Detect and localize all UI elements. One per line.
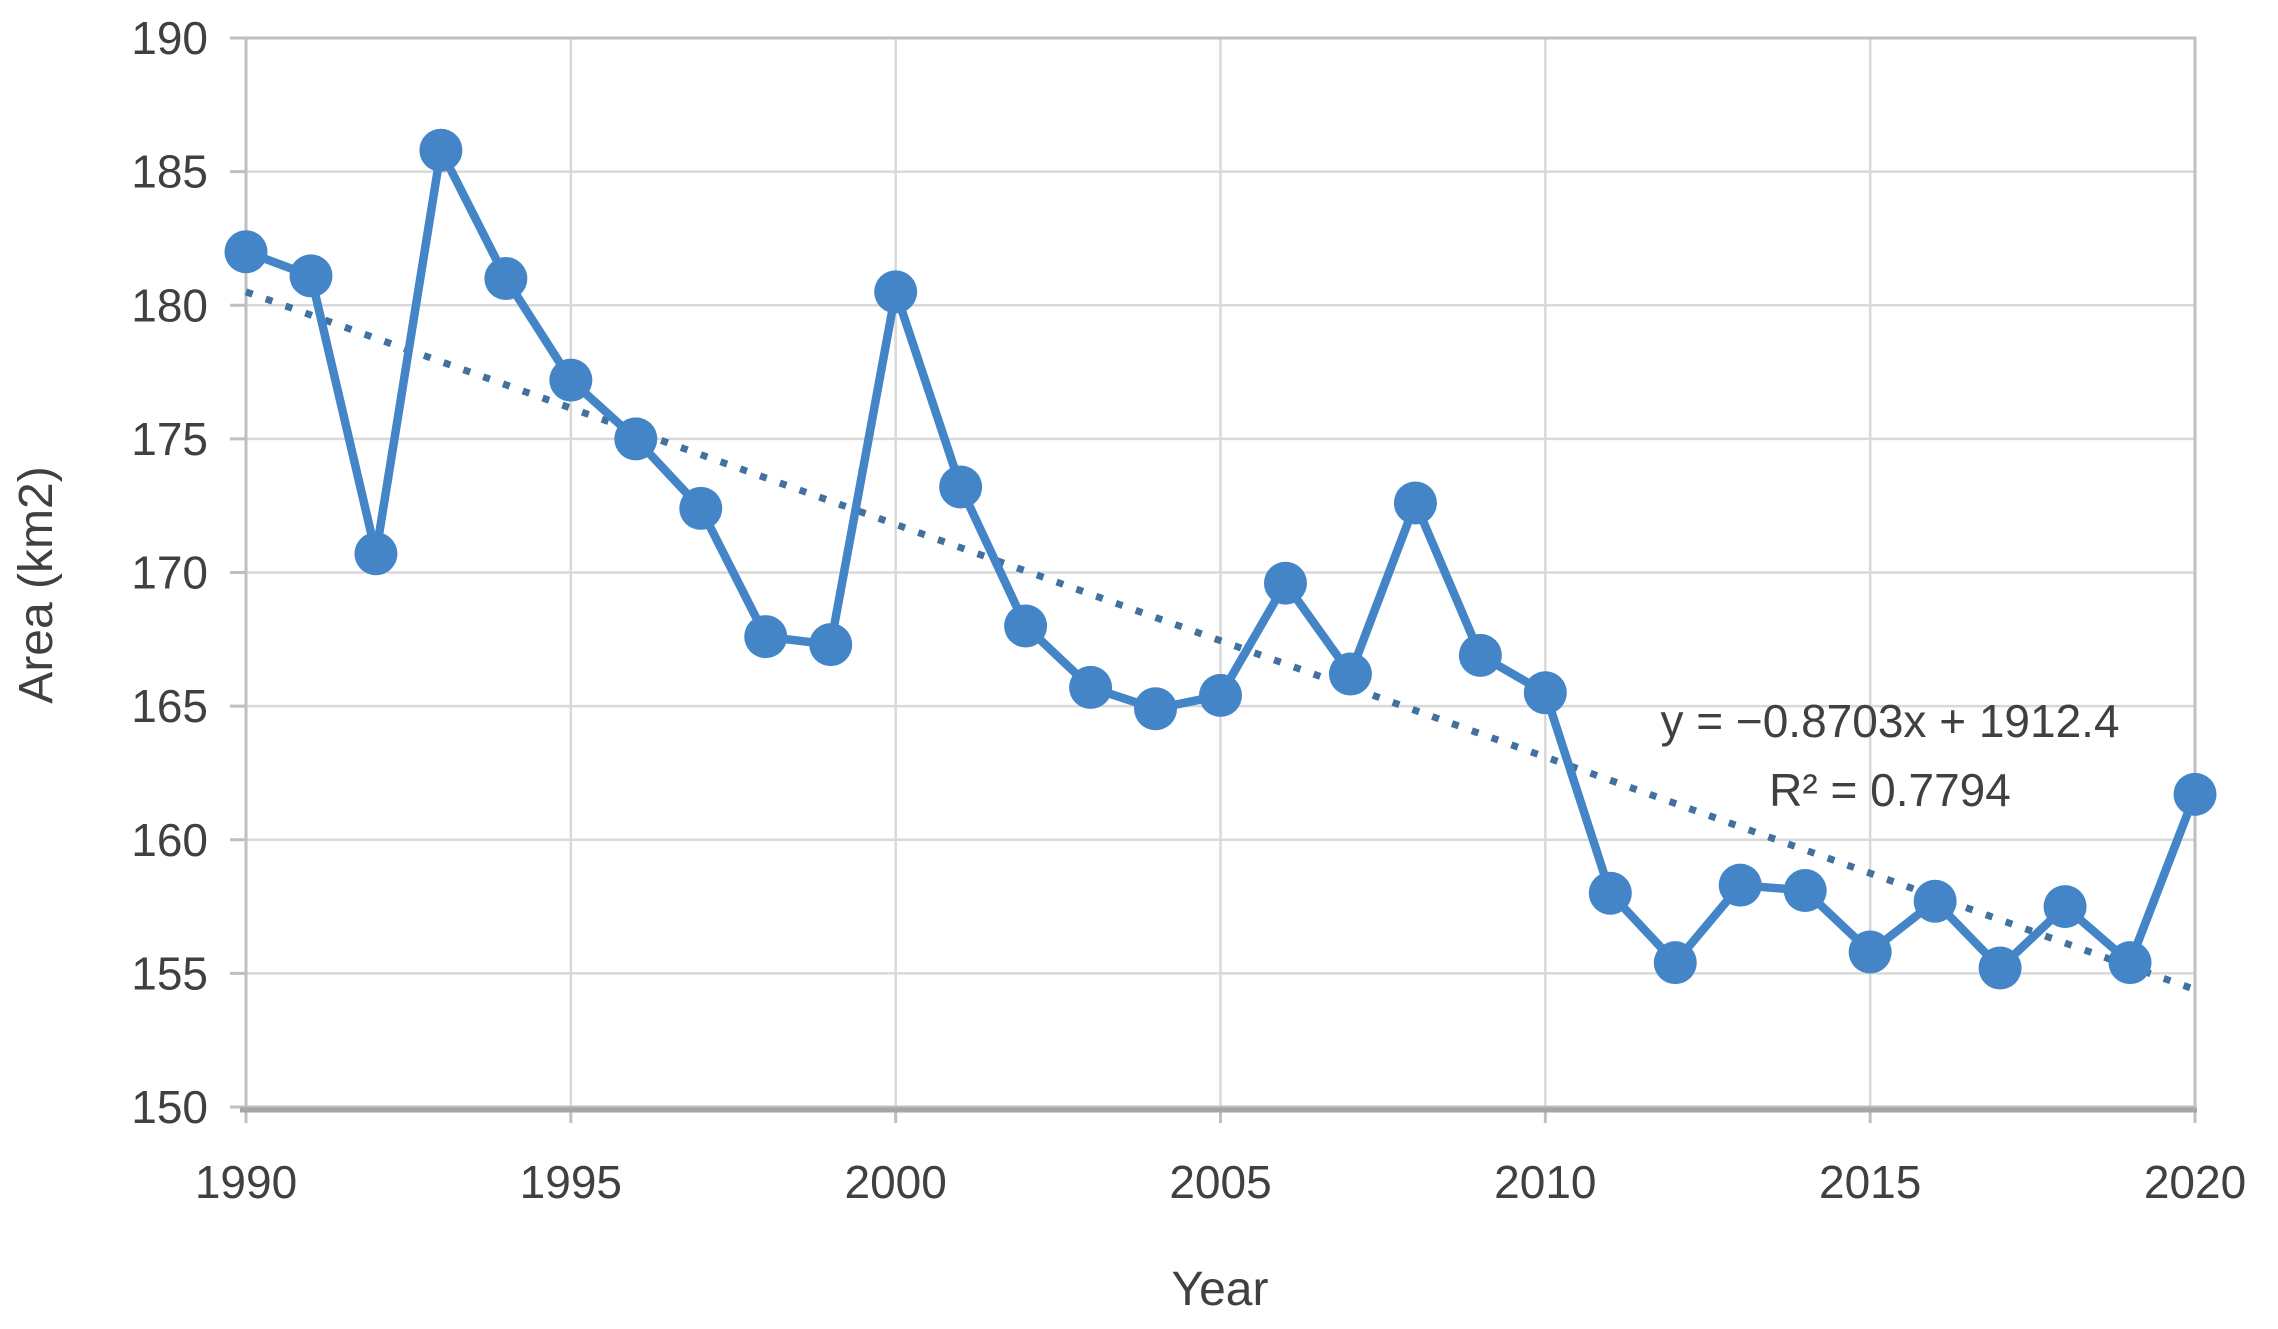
x-tick-label: 1995	[520, 1156, 622, 1208]
data-point	[2108, 941, 2152, 985]
data-point	[1913, 879, 1957, 923]
data-point	[289, 254, 333, 298]
plot-border	[244, 36, 2197, 1109]
data-point	[1199, 673, 1242, 717]
x-tick-label: 1990	[195, 1156, 297, 1208]
data-point	[1523, 671, 1567, 715]
data-point	[1718, 863, 1762, 907]
data-point	[1134, 687, 1178, 731]
y-tick-label: 170	[131, 547, 208, 599]
data-point	[1783, 869, 1827, 913]
data-point	[939, 465, 983, 509]
r-squared-label: R² = 0.7794	[1769, 764, 2011, 816]
data-point	[484, 257, 528, 301]
data-point	[2173, 772, 2217, 816]
data-point	[1263, 561, 1307, 605]
y-tick-label: 180	[131, 279, 208, 331]
data-point	[614, 417, 658, 461]
x-tick-label: 2015	[1819, 1156, 1921, 1208]
data-point	[1653, 941, 1697, 985]
y-tick-label: 165	[131, 680, 208, 732]
trend-line	[244, 288, 2197, 993]
data-point	[1848, 930, 1892, 974]
y-tick-label: 160	[131, 814, 208, 866]
y-axis-title: Area (km2)	[10, 466, 63, 703]
data-point	[1069, 665, 1113, 709]
x-tick-label: 2005	[1169, 1156, 1271, 1208]
data-point	[1393, 481, 1437, 525]
x-tick-label: 2020	[2144, 1156, 2246, 1208]
data-point	[679, 486, 723, 530]
data-point	[809, 623, 853, 667]
data-point	[1328, 652, 1372, 696]
data-point	[744, 615, 788, 659]
data-point	[1004, 604, 1048, 648]
trendline-equation-label: y = −0.8703x + 1912.4	[1660, 695, 2119, 747]
x-axis-title: Year	[1172, 1263, 1269, 1316]
data-point	[1588, 871, 1632, 915]
data-point	[549, 358, 593, 402]
y-tick-label: 190	[131, 12, 208, 64]
data-point	[354, 532, 398, 576]
data-point	[874, 270, 918, 314]
y-tick-label: 150	[131, 1081, 208, 1133]
y-tick-label: 175	[131, 413, 208, 465]
y-tick-label: 185	[131, 146, 208, 198]
data-point	[419, 128, 463, 172]
x-tick-label: 2010	[1494, 1156, 1596, 1208]
y-tick-label: 155	[131, 947, 208, 999]
data-point	[224, 230, 268, 274]
x-tick-label: 2000	[844, 1156, 946, 1208]
data-point	[2043, 885, 2087, 929]
data-point	[1978, 946, 2022, 990]
chart-generated-layer: 150 155 160 165 170 175 180 185 190 1990 1995 2000 2…	[131, 12, 2246, 1208]
data-point	[1458, 633, 1502, 677]
